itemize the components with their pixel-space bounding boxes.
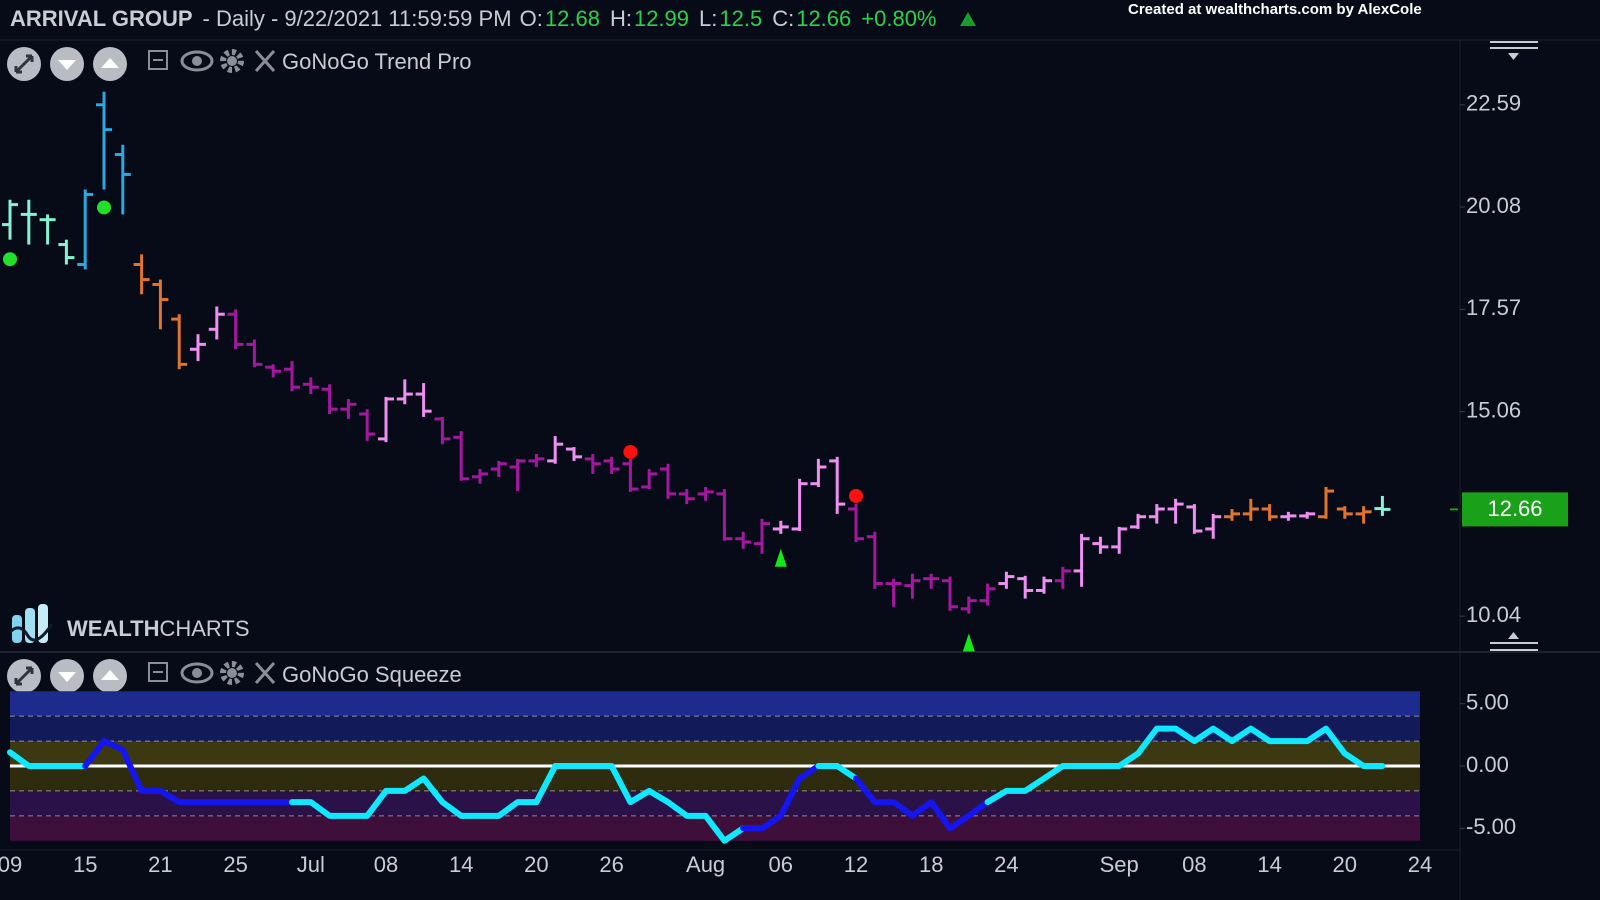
signal-dot [849, 488, 863, 503]
toolbar[interactable] [7, 47, 276, 81]
up-arrow [959, 12, 976, 26]
x-tick-label: 18 [919, 852, 943, 877]
x-tick-label: 25 [223, 852, 247, 877]
x-tick-label: 24 [1408, 852, 1432, 877]
x-tick-label: 08 [1182, 852, 1206, 877]
high-value: 12.99 [633, 6, 690, 31]
squeeze-line [740, 763, 822, 832]
x-tick-label: 08 [374, 852, 398, 877]
open-label: O: [519, 6, 543, 31]
x-tick-label: 15 [73, 852, 97, 877]
squeeze-line [984, 725, 1386, 806]
toolbar[interactable] [7, 659, 276, 693]
last-price-box [1462, 492, 1568, 527]
x-tick-label: Aug [686, 852, 725, 877]
panel-title: GoNoGo Squeeze [282, 662, 462, 687]
subtitle: - Daily - 9/22/2021 11:59:59 PM [202, 6, 512, 31]
x-tick-label: 26 [599, 852, 623, 877]
symbol-title: ARRIVAL GROUP [10, 6, 193, 31]
high-label: H: [609, 6, 632, 31]
x-tick-label: 06 [769, 852, 793, 877]
logo-bold: WEALTH [67, 616, 159, 641]
open-value: 12.68 [544, 6, 600, 31]
x-tick-label: 24 [994, 852, 1018, 877]
squeeze-line [815, 763, 859, 782]
y-tick-label: 20.08 [1466, 193, 1521, 218]
band [10, 766, 1420, 791]
logo-light: CHARTS [159, 616, 249, 641]
squeeze-line [289, 763, 747, 844]
x-tick-label: 14 [1257, 852, 1281, 877]
x-tick-label: 09 [0, 852, 22, 877]
x-tick-label: 14 [449, 852, 473, 877]
change-value: +0.80% [861, 6, 937, 31]
squeeze-line [82, 738, 295, 806]
squeeze-line [853, 775, 991, 832]
y-tick-label: 17.57 [1466, 295, 1521, 320]
y-tick-label: 0.00 [1466, 752, 1509, 777]
low-label: L: [699, 6, 718, 31]
y-tick-label: 10.04 [1466, 602, 1521, 627]
y-tick-label: 5.00 [1466, 690, 1509, 715]
header: ARRIVAL GROUP - Daily - 9/22/2021 11:59:5… [10, 6, 977, 32]
x-tick-label: 20 [1333, 852, 1357, 877]
squeeze-line [7, 749, 89, 769]
signal-dot [3, 252, 17, 267]
x-tick-label: 20 [524, 852, 548, 877]
signal-triangle [774, 548, 787, 567]
panel-title: GoNoGo Trend Pro [282, 49, 472, 74]
y-tick-label: 15.06 [1466, 397, 1521, 422]
signal-dot [97, 200, 111, 215]
x-tick-label: 21 [148, 852, 172, 877]
band [10, 691, 1420, 717]
close-value: 12.66 [796, 6, 852, 31]
panel-control[interactable] [1490, 41, 1538, 651]
y-tick-label: -5.00 [1466, 814, 1516, 839]
logo-text: WEALTHCHARTS [67, 616, 250, 641]
credit: Created at wealthcharts.com by AlexCole [1128, 1, 1422, 18]
x-tick-label: Jul [297, 852, 325, 877]
signal-triangle [962, 633, 975, 652]
close-label: C: [772, 6, 795, 31]
logo-icon [8, 604, 54, 643]
band [10, 741, 1420, 766]
x-tick-label: Sep [1100, 852, 1139, 877]
last-price-label: 12.66 [1487, 496, 1542, 521]
x-tick-label: 12 [844, 852, 868, 877]
low-value: 12.5 [719, 6, 763, 31]
signal-dot [623, 444, 638, 459]
y-tick-label: 22.59 [1466, 91, 1521, 116]
